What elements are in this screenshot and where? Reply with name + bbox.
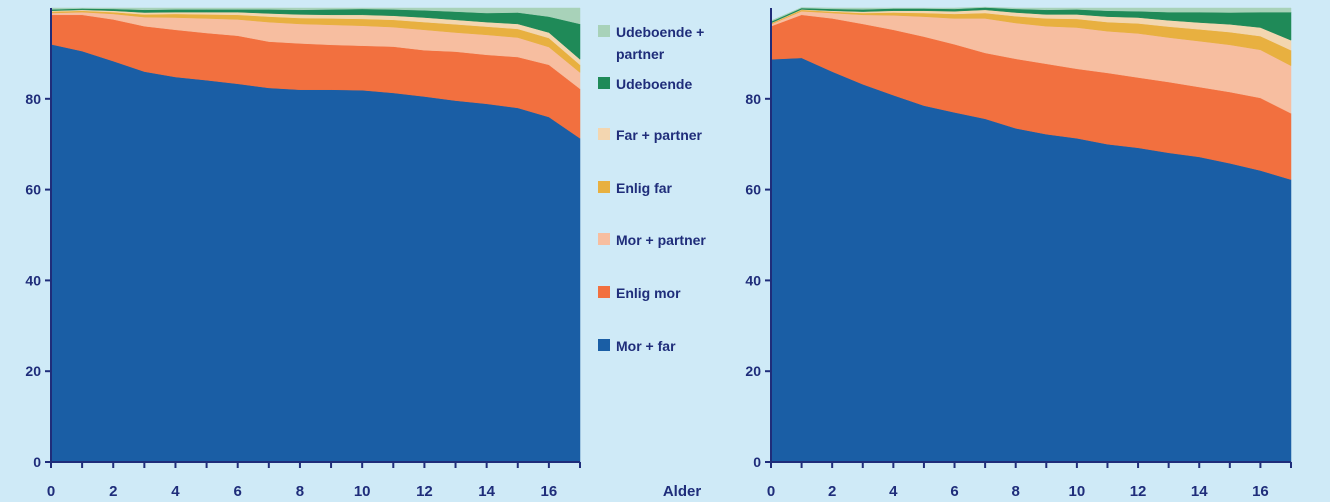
legend-swatch	[598, 233, 610, 245]
legend-label: Enlig far	[616, 180, 673, 196]
legend-item-mor-far: Mor + far	[598, 338, 676, 354]
legend-label: Mor + partner	[616, 232, 706, 248]
legend-item-enlig-far: Enlig far	[598, 180, 673, 196]
legend-swatch	[598, 181, 610, 193]
x-tick-label: 8	[296, 483, 304, 500]
x-tick-label: 16	[541, 483, 558, 500]
x-tick-label: 6	[234, 483, 242, 500]
y-tick-label: 60	[25, 182, 41, 198]
area-series-udeboende-partner	[770, 6, 1292, 22]
legend-swatch	[598, 128, 610, 140]
legend-swatch	[598, 286, 610, 298]
legend-label: Udeboende	[616, 76, 692, 92]
x-tick-label: 10	[1069, 483, 1086, 500]
y-tick-label: 20	[745, 363, 761, 379]
y-tick-label: 0	[753, 454, 761, 470]
y-tick-label: 20	[25, 363, 41, 379]
y-tick-label: 0	[33, 454, 41, 470]
legend-label: Udeboende +	[616, 24, 704, 40]
x-tick-label: 16	[1252, 483, 1269, 500]
x-tick-label: 12	[416, 483, 433, 500]
right-area-chart: 0 20 40 60 80 0 2 4 6 8 10 12 14 16	[745, 6, 1292, 500]
legend-item-udeboende-partner: Udeboende + partner	[598, 24, 704, 62]
y-tick-label: 40	[25, 272, 41, 288]
x-tick-label: 14	[1191, 483, 1208, 500]
x-tick-label: 2	[828, 483, 836, 500]
x-tick-label: 12	[1130, 483, 1147, 500]
legend-swatch	[598, 25, 610, 37]
legend-swatch	[598, 339, 610, 351]
x-tick-label: 6	[950, 483, 958, 500]
area-series-udeboende-partner	[50, 7, 581, 25]
x-axis-title: Alder	[663, 483, 702, 500]
x-tick-label: 14	[478, 483, 495, 500]
y-tick-label: 40	[745, 272, 761, 288]
x-tick-label: 8	[1012, 483, 1020, 500]
x-tick-label: 0	[767, 483, 775, 500]
x-tick-label: 4	[889, 483, 898, 500]
legend: Udeboende + partner Udeboende Far + part…	[598, 24, 706, 354]
area-series-mor-far	[50, 43, 581, 463]
legend-swatch	[598, 77, 610, 89]
x-tick-label: 4	[171, 483, 180, 500]
legend-label: Mor + far	[616, 338, 676, 354]
y-tick-label: 80	[745, 91, 761, 107]
legend-label: Enlig mor	[616, 285, 681, 301]
left-area-chart: 0 20 40 60 80 0 2 4 6 8 10 12 14 16	[25, 7, 581, 500]
x-tick-label: 10	[354, 483, 371, 500]
legend-item-udeboende: Udeboende	[598, 76, 692, 92]
legend-label-line2: partner	[616, 46, 665, 62]
y-tick-label: 60	[745, 182, 761, 198]
legend-item-enlig-mor: Enlig mor	[598, 285, 681, 301]
legend-label: Far + partner	[616, 127, 703, 143]
y-tick-label: 80	[25, 91, 41, 107]
legend-item-mor-partner: Mor + partner	[598, 232, 706, 248]
legend-item-far-partner: Far + partner	[598, 127, 703, 143]
x-tick-label: 2	[109, 483, 117, 500]
x-tick-label: 0	[47, 483, 55, 500]
